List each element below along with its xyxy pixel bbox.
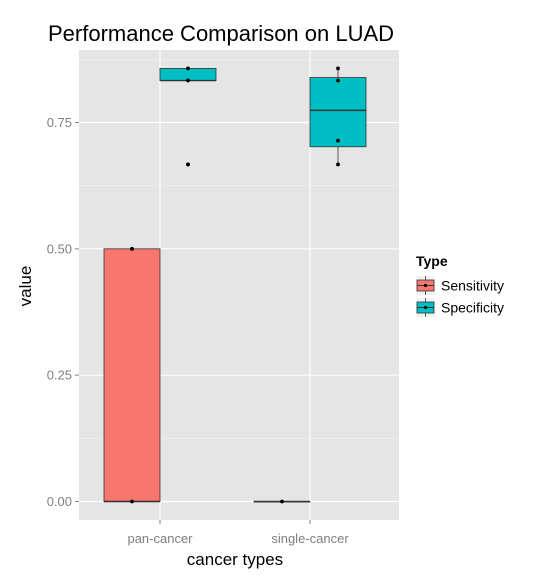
x-axis-title: cancer types: [187, 550, 283, 569]
data-point: [186, 162, 190, 167]
legend-title: Type: [416, 253, 448, 269]
legend-item-sensitivity: Sensitivity: [416, 276, 504, 295]
data-point: [186, 66, 190, 71]
y-tick-label: 0.50: [47, 241, 72, 256]
data-points: [130, 66, 340, 504]
legend-point: [423, 305, 428, 310]
data-point: [186, 78, 190, 83]
legend-item-specificity: Specificity: [416, 298, 504, 317]
legend-label: Specificity: [441, 300, 504, 316]
data-point: [130, 499, 134, 504]
x-axis: pan-cancer single-cancer: [127, 520, 349, 546]
legend-label: Sensitivity: [441, 278, 504, 294]
data-point: [336, 138, 340, 143]
box-specificity: [309, 77, 367, 148]
y-tick-label: 0.25: [47, 368, 72, 383]
data-point: [336, 66, 340, 71]
y-tick-label: 0.00: [47, 494, 72, 509]
data-point: [130, 246, 134, 251]
x-tick-label: pan-cancer: [127, 531, 193, 546]
data-point: [336, 78, 340, 83]
legend-point: [423, 283, 428, 288]
data-point: [336, 162, 340, 167]
y-axis: 0.00 0.25 0.50 0.75: [47, 115, 79, 509]
y-tick-label: 0.75: [47, 115, 72, 130]
data-point: [280, 499, 284, 504]
y-axis-title: value: [16, 266, 35, 307]
chart-title: Performance Comparison on LUAD: [48, 21, 394, 46]
box-sensitivity: [103, 248, 161, 502]
legend: Type Sensitivity Specificity: [416, 253, 504, 317]
x-tick-label: single-cancer: [271, 531, 349, 546]
